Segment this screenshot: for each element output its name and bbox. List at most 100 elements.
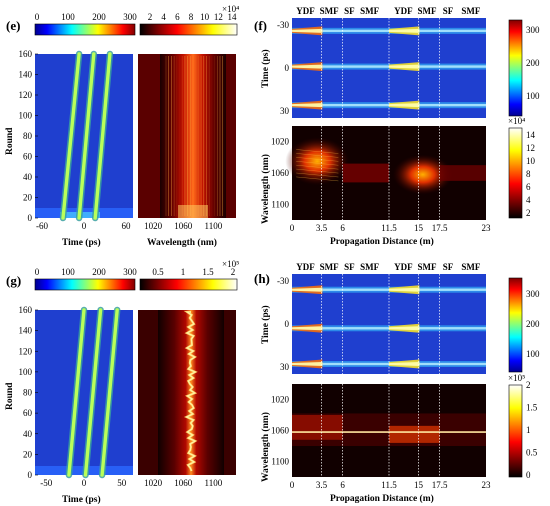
colorbar-e-hot-tick: 14: [228, 12, 238, 22]
x-tick-label: 23: [482, 480, 492, 490]
axis-e-spectrum: 1020 1060 1100: [144, 221, 223, 231]
y-tick-label: 1020: [271, 395, 290, 405]
section-label: YDF: [296, 6, 315, 16]
section-label: SF: [443, 6, 454, 16]
ylabel-g: Round: [5, 382, 15, 410]
section-label: SF: [443, 262, 454, 272]
section-label: SMF: [417, 262, 437, 272]
colorbar-e-hot-tick: 6: [175, 12, 180, 22]
y-tick-label: 30: [280, 106, 290, 116]
colorbar-e-jet-tick: 300: [123, 12, 137, 22]
y-tick-label: 1100: [271, 199, 289, 209]
axis-f-time: -30 0 30: [277, 20, 290, 116]
colorbar-e-hot-tick: 10: [200, 12, 210, 22]
y-tick-label: 80: [23, 388, 33, 398]
x-tick-label: 0: [82, 478, 87, 488]
trace-line: [93, 52, 112, 220]
xlabel-g: Time (ps): [62, 494, 101, 505]
colorbar-g-jet-ticks: 0 100 200 300: [35, 267, 138, 277]
y-tick-label: 140: [19, 326, 33, 336]
colorbar-h-jet-ticks: 100 200 300: [526, 289, 540, 359]
spectrum-blob: [389, 425, 440, 443]
xlabel-e-spectrum: Wavelength (nm): [147, 237, 217, 248]
x-tick-label: 3.5: [316, 223, 328, 233]
colorbar-f-hot-tick: 4: [526, 195, 531, 205]
colorbar-g-hot-tick: 1: [181, 267, 186, 277]
panel-f: (f) YDF SMF SF SMF YDF SMF SF SMF -30 0 30 Time (…: [254, 6, 540, 247]
y-tick-label: -30: [277, 276, 289, 286]
section-label: SF: [344, 262, 355, 272]
colorbar-f-hot-tick: 12: [526, 143, 535, 153]
y-tick-label: 1060: [271, 426, 290, 436]
panel-label-e: (e): [6, 18, 20, 33]
section-label: YDF: [296, 262, 315, 272]
section-label: SMF: [320, 262, 340, 272]
x-tick-label: -50: [40, 478, 52, 488]
colorbar-h-jet-tick: 100: [526, 349, 540, 359]
x-tick-label: 23: [482, 223, 492, 233]
y-tick-label: 60: [23, 152, 33, 162]
trace-line: [67, 308, 86, 477]
x-tick-label: 15: [414, 223, 424, 233]
colorbar-g-hot-exponent: ×10⁵: [222, 259, 239, 269]
y-tick-label: 0: [285, 319, 290, 329]
colorbar-g-hot: [139, 278, 238, 291]
colorbar-e-jet-tick: 100: [61, 12, 75, 22]
axis-g: 0 20 40 60 80 100 120 140 160 -50 0 50: [19, 305, 127, 488]
x-tick-label: 0: [290, 223, 295, 233]
colorbar-h-hot-ticks: 0 0.5 1 1.5 2: [526, 380, 538, 480]
axis-g-spectrum: 1020 1060 1100: [144, 478, 223, 488]
y-tick-label: 120: [19, 90, 33, 100]
colorbar-f-jet: [508, 19, 523, 117]
colorbar-h-hot-exponent: ×10⁵: [508, 373, 525, 383]
colorbar-f-hot-tick: 10: [526, 156, 536, 166]
x-tick-label: 1060: [174, 478, 193, 488]
section-label: SMF: [461, 262, 481, 272]
colorbar-e-jet-ticks: 0 100 200 300: [35, 12, 138, 22]
colorbar-g-jet-tick: 300: [123, 267, 137, 277]
colorbar-f-hot-tick: 2: [526, 208, 531, 218]
ylabel-h-time: Time (ps): [260, 305, 271, 344]
colorbar-h-hot-tick: 0.5: [526, 448, 538, 458]
spectrum-blob: [292, 415, 343, 440]
section-label: SF: [344, 6, 355, 16]
colorbar-g-jet: [34, 278, 136, 291]
x-tick-label: 0: [82, 221, 87, 231]
colorbar-f-jet-tick: 300: [526, 25, 540, 35]
y-tick-label: 160: [19, 49, 33, 59]
y-tick-label: 100: [19, 367, 33, 377]
y-tick-label: 20: [23, 449, 33, 459]
colorbar-e-jet: [34, 23, 136, 36]
colorbar-f-jet-tick: 200: [526, 58, 540, 68]
sections-f: YDF SMF SF SMF YDF SMF SF SMF: [296, 6, 481, 16]
xlabel-h: Propagation Distance (m): [330, 493, 434, 504]
ylabel-f-time: Time (ps): [260, 49, 271, 88]
colorbar-f-hot-tick: 8: [526, 169, 531, 179]
colorbar-f-jet-tick: 100: [526, 91, 540, 101]
spectrum-blob: [285, 137, 350, 186]
colorbar-g-jet-tick: 100: [61, 267, 75, 277]
y-tick-label: 0: [28, 213, 33, 223]
colorbar-f-hot-exponent: ×10⁴: [508, 116, 525, 126]
panel-h: (h) YDF SMF SF SMF YDF SMF SF SMF -30 0 30 Time (…: [254, 262, 540, 504]
panel-e: (e) 0 100 200 300 2 4 6 8 10 12 14 ×10⁴ 0 20 40 60 80…: [5, 4, 239, 248]
colorbar-e-hot-tick: 12: [214, 12, 223, 22]
colorbar-f-hot-tick: 14: [526, 130, 536, 140]
y-tick-label: 120: [19, 346, 33, 356]
section-label: SMF: [360, 262, 380, 272]
x-tick-label: 6: [340, 480, 345, 490]
ylabel-f-spectrum: Wavelength (nm): [260, 154, 271, 224]
x-tick-label: 17.5: [432, 480, 448, 490]
xlabel-f: Propagation Distance (m): [330, 236, 434, 247]
x-tick-label: -60: [36, 221, 48, 231]
y-tick-label: 1100: [271, 457, 289, 467]
y-tick-label: 30: [280, 362, 290, 372]
colorbar-h-jet-tick: 300: [526, 289, 540, 299]
colorbar-g-jet-tick: 200: [92, 267, 106, 277]
sections-h: YDF SMF SF SMF YDF SMF SF SMF: [296, 262, 481, 272]
axis-h-time: -30 0 30: [277, 276, 290, 372]
x-tick-label: 6: [340, 223, 345, 233]
colorbar-f-hot: [508, 127, 523, 219]
